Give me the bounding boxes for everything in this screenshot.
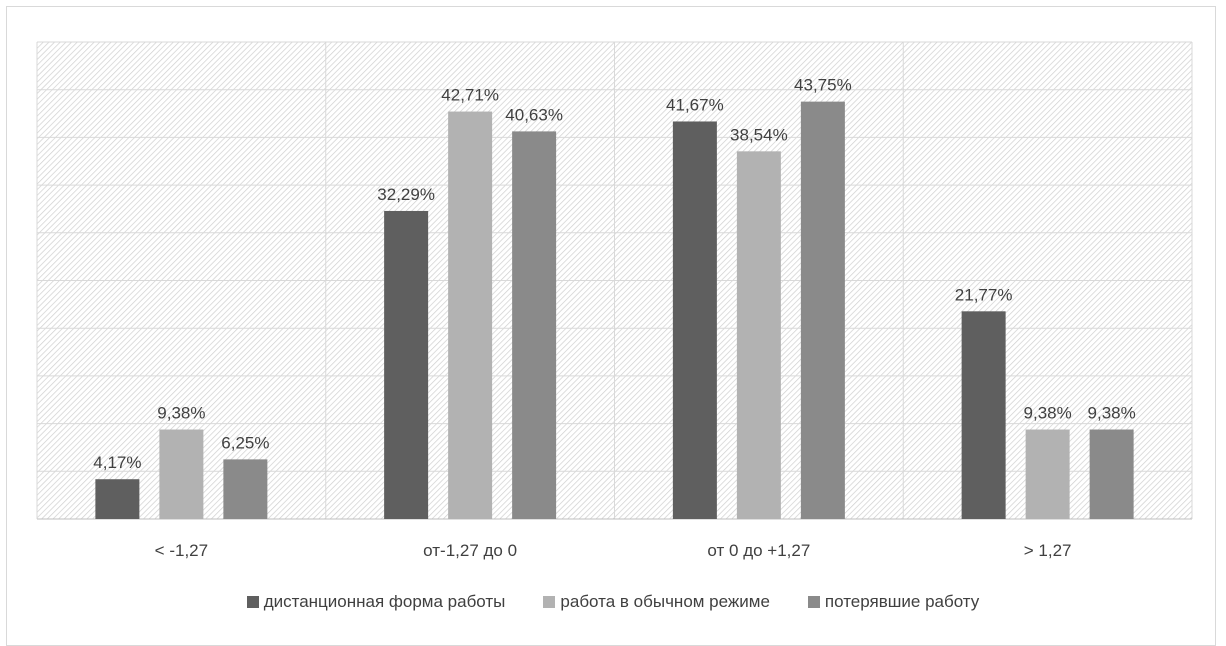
legend-swatch — [807, 596, 820, 608]
data-label: 21,77% — [955, 285, 1013, 304]
legend: дистанционная форма работы работа в обычн… — [0, 592, 1226, 612]
legend-label: потерявшие работу — [824, 592, 980, 611]
x-tick-label: от 0 до +1,27 — [707, 541, 810, 560]
data-label: 43,75% — [794, 76, 852, 95]
data-labels: 4,17% 9,38% 6,25% 32,29% 42,71% 40,63% 41,67% 3… — [93, 76, 1135, 473]
legend-swatch — [246, 596, 259, 608]
data-label: 38,54% — [730, 125, 788, 144]
bar — [95, 479, 140, 519]
data-label: 9,38% — [157, 404, 205, 423]
bar — [384, 210, 429, 519]
x-tick-label: > 1,27 — [1024, 541, 1072, 560]
legend-label: дистанционная форма работы — [263, 592, 506, 611]
data-label: 6,25% — [221, 433, 269, 452]
category-labels: < -1,27 от-1,27 до 0 от 0 до +1,27 > 1,27 — [155, 541, 1072, 560]
bar — [512, 131, 557, 519]
bar — [448, 111, 493, 519]
data-label: 41,67% — [666, 95, 724, 114]
legend-label: работа в обычном режиме — [560, 592, 770, 611]
data-label: 32,29% — [377, 185, 435, 204]
legend-item: дистанционная форма работы — [246, 592, 506, 612]
bars — [95, 101, 1134, 519]
legend-item: работа в обычном режиме — [543, 592, 770, 612]
bar — [736, 151, 781, 519]
bar — [159, 429, 204, 519]
bar — [1089, 429, 1134, 519]
bar — [672, 121, 717, 519]
legend-item: потерявшие работу — [807, 592, 980, 612]
x-tick-label: < -1,27 — [155, 541, 208, 560]
bar — [961, 311, 1006, 519]
x-tick-label: от-1,27 до 0 — [423, 541, 517, 560]
data-label: 9,38% — [1024, 404, 1072, 423]
data-label: 4,17% — [93, 453, 141, 472]
bar — [800, 101, 845, 519]
data-label: 42,71% — [441, 86, 499, 105]
bar — [1025, 429, 1070, 519]
bar — [223, 459, 268, 519]
data-label: 9,38% — [1088, 404, 1136, 423]
data-label: 40,63% — [505, 105, 563, 124]
legend-swatch — [543, 596, 556, 608]
